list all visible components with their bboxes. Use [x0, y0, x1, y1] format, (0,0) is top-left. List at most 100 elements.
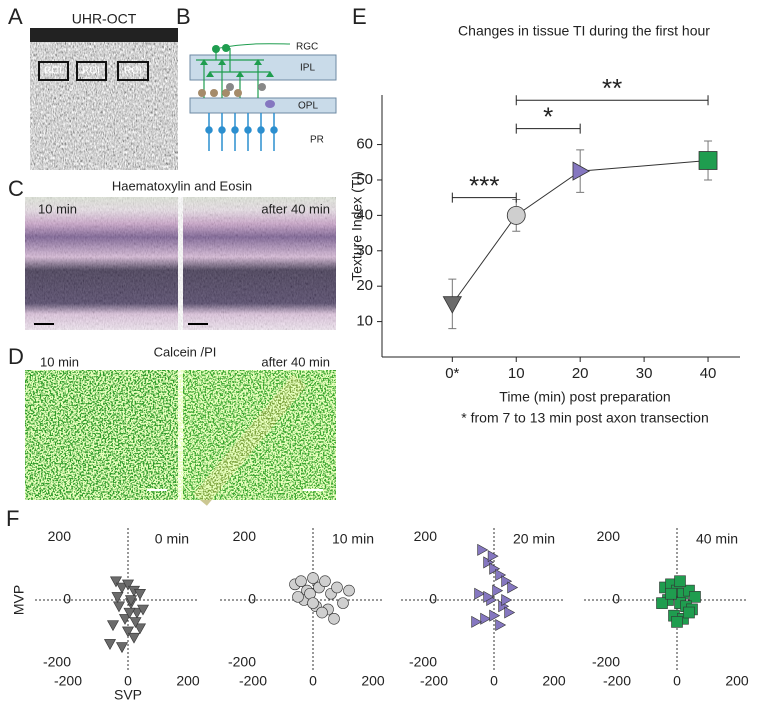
oct-texture [30, 28, 178, 170]
panel-a-title: UHR-OCT [72, 11, 137, 27]
layer-label: PR [310, 135, 324, 146]
x-tick-label: 200 [725, 673, 749, 689]
marker [495, 568, 507, 581]
marker [504, 606, 516, 619]
roi-label: ROI [82, 66, 100, 77]
marker [331, 581, 343, 594]
panel-d-title: Calcein /PI [154, 344, 217, 359]
y-tick-label: -200 [43, 653, 71, 669]
synapses [200, 59, 274, 77]
panel-letter: C [8, 176, 24, 201]
marker [136, 604, 150, 616]
significance-label: *** [469, 171, 499, 201]
y-axis-label: MVP [11, 585, 27, 615]
marker [572, 161, 591, 181]
marker [343, 584, 355, 597]
y-tick-label: 60 [356, 136, 373, 153]
marker [103, 639, 117, 650]
marker [133, 589, 147, 600]
y-tick-label: 200 [414, 528, 438, 544]
marker [477, 543, 489, 556]
marker [683, 584, 695, 597]
marker [295, 575, 307, 588]
chart-note: * from 7 to 13 min post axon transection [461, 410, 708, 426]
y-tick-label: 0 [429, 591, 437, 607]
marker [471, 615, 483, 628]
y-tick-label: 30 [356, 242, 373, 259]
y-tick-label: -200 [592, 653, 620, 669]
marker [506, 205, 526, 225]
y-tick-label: 200 [48, 528, 72, 544]
marker [292, 591, 304, 603]
marker [671, 616, 683, 628]
marker [115, 642, 129, 654]
layer-label: IPL [300, 63, 315, 74]
marker [656, 597, 668, 609]
panel-label: 0 min [155, 531, 189, 547]
y-tick-label: -200 [228, 653, 256, 669]
significance-bracket [515, 123, 581, 134]
y-tick-label: 0 [612, 591, 620, 607]
x-tick-label: 10 [508, 365, 525, 382]
marker [106, 620, 120, 632]
roi-box [117, 61, 149, 81]
marker [112, 601, 126, 613]
layer-label: OPL [298, 101, 318, 112]
marker [501, 575, 513, 588]
marker [487, 550, 499, 563]
y-axis-label: Texture Index (TI) [349, 171, 365, 281]
marker [689, 591, 701, 603]
x-tick-label: 200 [542, 673, 566, 689]
photoreceptors [205, 113, 278, 151]
y-tick-label: 0 [248, 591, 256, 607]
x-tick-label: -200 [420, 673, 448, 689]
marker [698, 151, 718, 170]
roi-box [38, 61, 69, 81]
x-tick-label: 0* [445, 365, 459, 382]
x-tick-label: 0 [309, 673, 317, 689]
roi-box [76, 61, 107, 81]
y-tick-label: 200 [233, 528, 257, 544]
marker [474, 587, 486, 600]
x-axis-label: SVP [114, 687, 142, 703]
marker [328, 612, 340, 625]
panel-label: 10 min [332, 531, 374, 547]
marker [480, 612, 492, 625]
marker [307, 572, 319, 584]
marker [109, 576, 123, 588]
x-tick-label: -200 [239, 673, 267, 689]
marker [337, 597, 349, 609]
panel-letter: F [6, 506, 19, 531]
marker [507, 581, 519, 594]
marker [130, 607, 144, 619]
panel-label: 20 min [513, 531, 555, 547]
y-tick-label: 200 [597, 528, 621, 544]
panel-c-right-label: after 40 min [261, 201, 330, 216]
marker [489, 562, 501, 575]
x-tick-label: 200 [176, 673, 200, 689]
panel-d-left-label: 10 min [40, 354, 79, 369]
marker [492, 584, 504, 597]
marker [674, 575, 686, 588]
x-tick-label: 200 [361, 673, 385, 689]
significance-label: ** [602, 73, 622, 103]
y-tick-label: 0 [63, 591, 71, 607]
marker [115, 582, 129, 594]
panel-letter: A [8, 4, 23, 29]
x-tick-label: 0 [673, 673, 681, 689]
ipl-layer [189, 54, 337, 81]
roi-label: ROI [124, 66, 142, 77]
marker [483, 590, 495, 603]
marker [489, 609, 501, 622]
panel-label: 40 min [696, 531, 738, 547]
he-texture [25, 197, 336, 330]
horizontal-cell [265, 100, 275, 108]
data-line [451, 160, 709, 305]
panel-letter: D [8, 344, 24, 369]
bipolar-cells [198, 83, 266, 97]
opl-layer [189, 97, 337, 114]
marker [124, 595, 138, 607]
panel-letter: B [176, 4, 191, 29]
y-tick-label: 40 [356, 206, 373, 223]
